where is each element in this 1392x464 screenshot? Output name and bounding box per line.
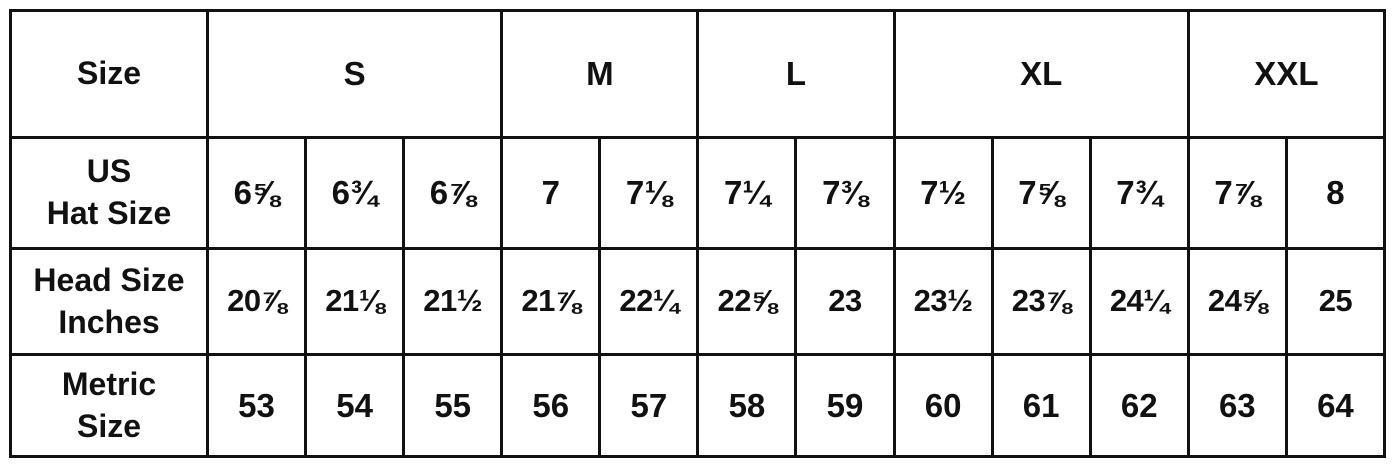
- table-cell: 7¼: [696, 136, 798, 250]
- table-cell: 23½: [892, 247, 994, 356]
- table-cell: 24⅝: [1186, 247, 1288, 356]
- row-label-line: Inches: [58, 303, 160, 340]
- table-cell: 21⅛: [304, 247, 406, 356]
- table-cell: 60: [892, 353, 994, 458]
- table-cell: 24¼: [1088, 247, 1190, 356]
- table-cell: 61: [990, 353, 1092, 458]
- table-cell: 6¾: [304, 136, 406, 250]
- table-cell: 20⅞: [205, 247, 308, 356]
- row-label-line: Hat Size: [46, 195, 172, 231]
- table-cell: 7¾: [1088, 136, 1190, 250]
- hat-size-chart: Size S M L XL XXL US Hat Size 6⅝ 6¾ 6⅞ 7 7⅛ 7¼ 7⅜ 7½ 7⅝ 7…: [9, 9, 1387, 458]
- table-cell: 23⅞: [990, 247, 1092, 356]
- table-cell: 62: [1088, 353, 1190, 458]
- table-cell: 7⅝: [990, 136, 1092, 250]
- table-cell: 22¼: [598, 247, 700, 356]
- table-cell: 54: [304, 353, 406, 458]
- table-cell: 22⅝: [696, 247, 798, 356]
- size-group-m: M: [500, 9, 700, 139]
- size-group-l: L: [696, 9, 896, 139]
- row-label-line: US: [86, 153, 132, 190]
- head-size-inches-row: Head Size Inches 20⅞ 21⅛ 21½ 21⅞ 22¼ 22⅝ 23 23½ 23…: [9, 247, 1387, 356]
- table-cell: 6⅞: [402, 136, 504, 250]
- table-cell: 23: [794, 247, 896, 356]
- row-label: US Hat Size: [9, 136, 209, 250]
- row-label-line: Metric: [61, 365, 157, 402]
- table-cell: 58: [696, 353, 798, 458]
- size-group-xxl: XXL: [1186, 9, 1387, 139]
- table-cell: 8: [1284, 136, 1387, 250]
- table-cell: 56: [500, 353, 602, 458]
- table-cell: 63: [1186, 353, 1288, 458]
- row-label-line: Head Size: [33, 261, 185, 298]
- row-label: Head Size Inches: [9, 247, 209, 356]
- table-cell: 57: [598, 353, 700, 458]
- table-cell: 7½: [892, 136, 994, 250]
- table-cell: 64: [1284, 353, 1387, 458]
- table-cell: 59: [794, 353, 896, 458]
- row-label-line: Size: [76, 407, 142, 444]
- size-label: Size: [9, 9, 209, 139]
- table-cell: 53: [205, 353, 308, 458]
- size-group-s: S: [205, 9, 504, 139]
- table-cell: 21⅞: [500, 247, 602, 356]
- table-cell: 21½: [402, 247, 504, 356]
- table-cell: 7⅜: [794, 136, 896, 250]
- table-cell: 6⅝: [205, 136, 308, 250]
- table-cell: 7⅞: [1186, 136, 1288, 250]
- size-header-row: Size S M L XL XXL: [9, 9, 1387, 139]
- us-hat-size-row: US Hat Size 6⅝ 6¾ 6⅞ 7 7⅛ 7¼ 7⅜ 7½ 7⅝ 7¾ 7⅞ 8: [9, 136, 1387, 250]
- table-cell: 7⅛: [598, 136, 700, 250]
- size-group-xl: XL: [892, 9, 1190, 139]
- table-cell: 55: [402, 353, 504, 458]
- row-label: Metric Size: [9, 353, 209, 458]
- metric-size-row: Metric Size 53 54 55 56 57 58 59 60 61 62 63 64: [9, 353, 1387, 458]
- table-cell: 25: [1284, 247, 1387, 356]
- table-cell: 7: [500, 136, 602, 250]
